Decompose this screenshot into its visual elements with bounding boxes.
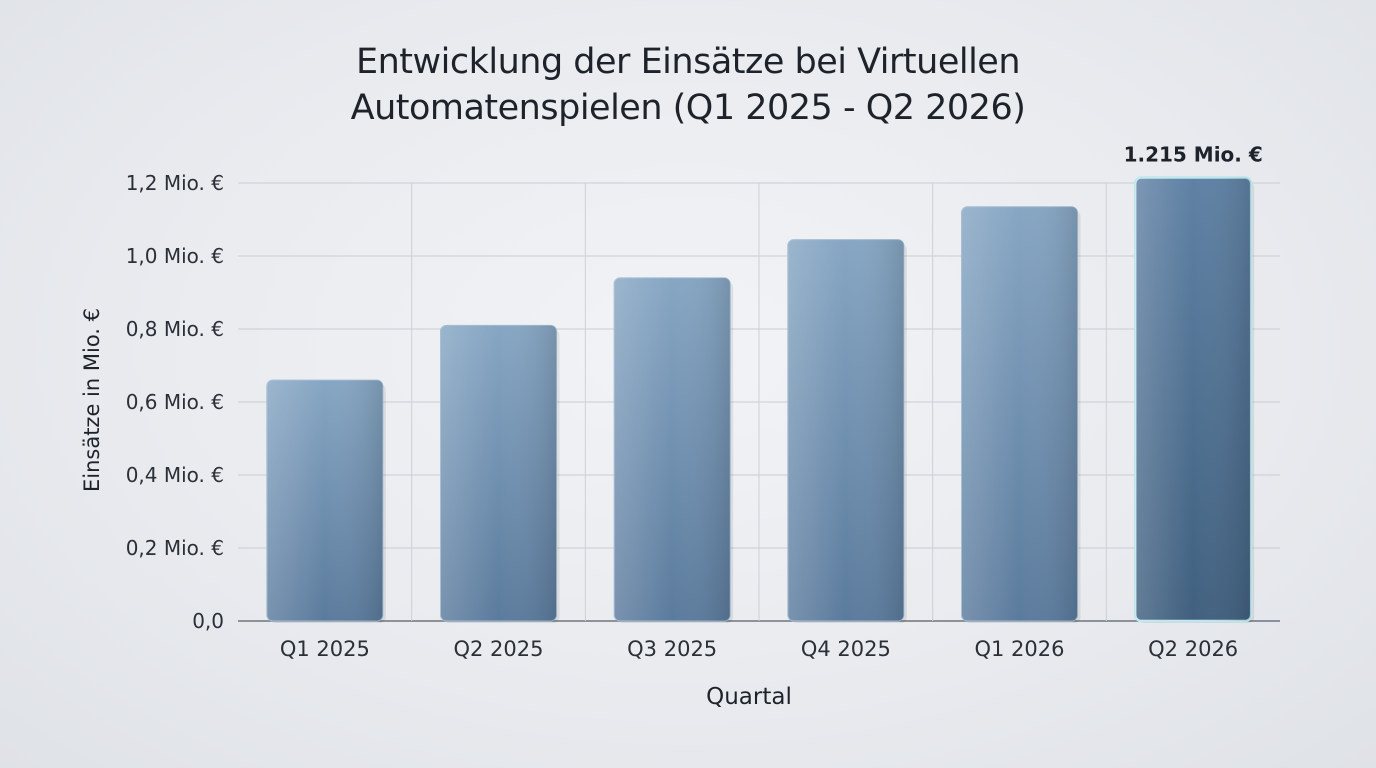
bar-shading xyxy=(266,380,383,621)
chart-title-line-1: Entwicklung der Einsätze bei Virtuellen xyxy=(355,42,1021,82)
y-tick-label: 0,8 Mio. € xyxy=(126,317,224,341)
y-tick-label: 0,0 xyxy=(192,609,224,633)
bar-shading xyxy=(787,239,904,621)
bar-shading xyxy=(1135,177,1252,621)
bar-shading xyxy=(440,325,557,621)
y-tick-label: 0,2 Mio. € xyxy=(126,536,224,560)
x-axis-label: Quartal xyxy=(706,684,792,710)
chart-title-line-2: Automatenspielen (Q1 2025 - Q2 2026) xyxy=(350,88,1026,128)
y-axis-label: Einsätze in Mio. € xyxy=(80,308,104,492)
y-tick-label: 1,0 Mio. € xyxy=(126,244,224,268)
bars xyxy=(266,176,1255,623)
x-tick-label: Q4 2025 xyxy=(801,637,891,661)
x-tick-label: Q2 2026 xyxy=(1148,637,1238,661)
y-tick-label: 1,2 Mio. € xyxy=(126,171,224,195)
y-tick-label: 0,4 Mio. € xyxy=(126,463,224,487)
data-label: 1.215 Mio. € xyxy=(1124,143,1263,167)
x-tick-label: Q2 2025 xyxy=(453,637,543,661)
gridlines xyxy=(238,182,1280,622)
x-tick-label: Q3 2025 xyxy=(627,637,717,661)
x-tick-label: Q1 2026 xyxy=(974,637,1064,661)
y-tick-label: 0,6 Mio. € xyxy=(126,390,224,414)
bar-shading xyxy=(961,206,1078,621)
x-tick-label: Q1 2025 xyxy=(280,637,370,661)
bar-shading xyxy=(614,277,731,621)
axis-labels: 0,0 0,2 Mio. € 0,4 Mio. € 0,6 Mio. € 0,8 Mio… xyxy=(126,143,1263,661)
